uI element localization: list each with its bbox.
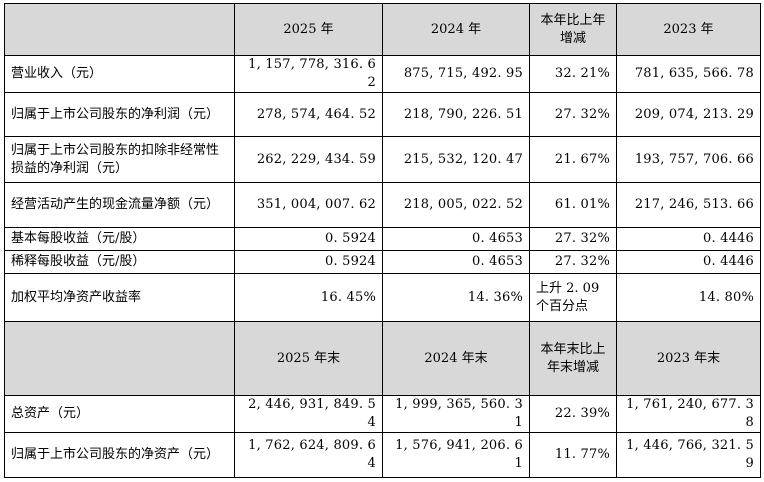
value-2024: 215, 532, 120. 47	[382, 136, 530, 183]
value-2025-end: 2, 446, 931, 849. 54	[234, 395, 383, 433]
header-yoy-change: 本年比上年增减	[529, 3, 617, 56]
header-row-year: 2025 年 2024 年 本年比上年增减 2023 年	[4, 3, 761, 56]
table-row-diluted-eps: 稀释每股收益（元/股） 0. 5924 0. 4653 27. 32% 0. 4…	[4, 250, 761, 274]
row-label: 基本每股收益（元/股）	[4, 227, 235, 251]
value-change: 22. 39%	[529, 395, 617, 433]
value-change: 27. 32%	[529, 250, 617, 274]
header-2023-end: 2023 年末	[616, 321, 761, 396]
value-2025: 1, 157, 778, 316. 62	[234, 55, 383, 93]
value-2025: 16. 45%	[234, 273, 383, 322]
value-2025: 262, 229, 434. 59	[234, 136, 383, 183]
header-2024: 2024 年	[382, 3, 530, 56]
header-blank-cell	[4, 3, 235, 56]
table-row-net-assets: 归属于上市公司股东的净资产（元） 1, 762, 624, 809. 64 1,…	[4, 432, 761, 478]
value-change: 上升 2. 09 个百分点	[529, 273, 617, 322]
value-2023: 14. 80%	[616, 273, 761, 322]
header-2023: 2023 年	[616, 3, 761, 56]
row-label: 归属于上市公司股东的净利润（元）	[4, 92, 235, 137]
value-2024: 218, 790, 226. 51	[382, 92, 530, 137]
value-change: 11. 77%	[529, 432, 617, 478]
header-2024-end: 2024 年末	[382, 321, 530, 396]
value-2023: 0. 4446	[616, 227, 761, 251]
table-row-net-profit-deducted: 归属于上市公司股东的扣除非经常性损益的净利润（元） 262, 229, 434.…	[4, 136, 761, 183]
value-2024-end: 1, 576, 941, 206. 61	[382, 432, 530, 478]
financial-data-table: 2025 年 2024 年 本年比上年增减 2023 年 营业收入（元） 1, …	[4, 3, 761, 478]
header-row-year-end: 2025 年末 2024 年末 本年末比上年末增减 2023 年末	[4, 321, 761, 396]
value-2024: 0. 4653	[382, 227, 530, 251]
value-2025: 278, 574, 464. 52	[234, 92, 383, 137]
value-2024: 875, 715, 492. 95	[382, 55, 530, 93]
value-change: 27. 32%	[529, 92, 617, 137]
table-row-operating-revenue: 营业收入（元） 1, 157, 778, 316. 62 875, 715, 4…	[4, 55, 761, 93]
value-change: 21. 67%	[529, 136, 617, 183]
table-row-operating-cash-flow: 经营活动产生的现金流量净额（元） 351, 004, 007. 62 218, …	[4, 182, 761, 228]
value-2024: 14. 36%	[382, 273, 530, 322]
row-label: 经营活动产生的现金流量净额（元）	[4, 182, 235, 228]
value-2023: 209, 074, 213. 29	[616, 92, 761, 137]
value-2023-end: 1, 446, 766, 321. 59	[616, 432, 761, 478]
value-2025: 0. 5924	[234, 227, 383, 251]
row-label: 归属于上市公司股东的扣除非经常性损益的净利润（元）	[4, 136, 235, 183]
value-2024-end: 1, 999, 365, 560. 31	[382, 395, 530, 433]
row-label: 稀释每股收益（元/股）	[4, 250, 235, 274]
value-2023: 193, 757, 706. 66	[616, 136, 761, 183]
table-row-basic-eps: 基本每股收益（元/股） 0. 5924 0. 4653 27. 32% 0. 4…	[4, 227, 761, 251]
value-change: 61. 01%	[529, 182, 617, 228]
row-label: 归属于上市公司股东的净资产（元）	[4, 432, 235, 478]
value-2023: 781, 635, 566. 78	[616, 55, 761, 93]
value-2025: 351, 004, 007. 62	[234, 182, 383, 228]
row-label: 总资产（元）	[4, 395, 235, 433]
header-blank-cell	[4, 321, 235, 396]
table-row-roe: 加权平均净资产收益率 16. 45% 14. 36% 上升 2. 09 个百分点…	[4, 273, 761, 322]
value-2024: 218, 005, 022. 52	[382, 182, 530, 228]
value-2023: 0. 4446	[616, 250, 761, 274]
row-label: 营业收入（元）	[4, 55, 235, 93]
row-label: 加权平均净资产收益率	[4, 273, 235, 322]
header-2025-end: 2025 年末	[234, 321, 383, 396]
table-row-net-profit: 归属于上市公司股东的净利润（元） 278, 574, 464. 52 218, …	[4, 92, 761, 137]
value-change: 32. 21%	[529, 55, 617, 93]
value-2024: 0. 4653	[382, 250, 530, 274]
header-yoy-change-end: 本年末比上年末增减	[529, 321, 617, 396]
value-2023-end: 1, 761, 240, 677. 38	[616, 395, 761, 433]
header-2025: 2025 年	[234, 3, 383, 56]
table-row-total-assets: 总资产（元） 2, 446, 931, 849. 54 1, 999, 365,…	[4, 395, 761, 433]
value-2025: 0. 5924	[234, 250, 383, 274]
value-2023: 217, 246, 513. 66	[616, 182, 761, 228]
value-change: 27. 32%	[529, 227, 617, 251]
value-2025-end: 1, 762, 624, 809. 64	[234, 432, 383, 478]
